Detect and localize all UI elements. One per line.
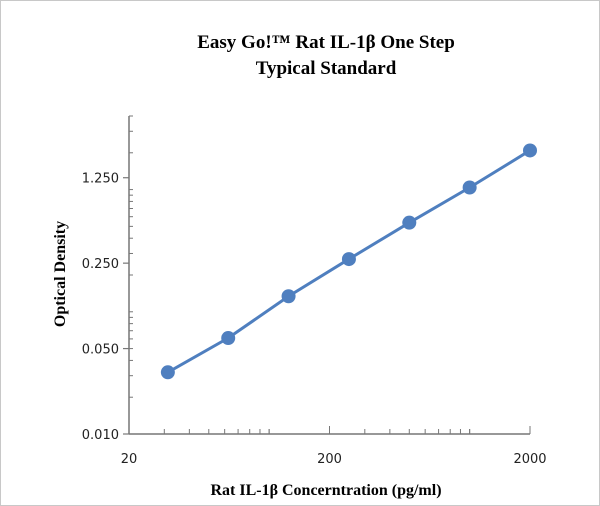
data-point xyxy=(221,331,236,346)
y-tick-label: 0.010 xyxy=(82,428,119,443)
y-tick-label: 0.250 xyxy=(82,257,119,272)
data-point xyxy=(281,289,296,304)
data-point xyxy=(523,143,537,158)
y-axis-label: Optical Density xyxy=(52,221,69,327)
data-point xyxy=(341,252,356,267)
x-tick-label: 200 xyxy=(317,452,342,467)
x-axis-label: Rat IL-1β Concerntration (pg/ml) xyxy=(210,482,441,499)
x-tick-label: 20 xyxy=(121,452,138,467)
y-tick-label: 1.250 xyxy=(82,172,119,187)
data-point xyxy=(402,215,417,230)
data-point xyxy=(160,365,175,380)
chart-title-line1: Easy Go!™ Rat IL-1β One Step xyxy=(197,32,455,53)
x-tick-label: 2000 xyxy=(513,452,546,467)
chart-title-line2: Typical Standard xyxy=(256,58,397,79)
data-point xyxy=(462,180,477,195)
y-tick-label: 0.050 xyxy=(82,343,119,358)
